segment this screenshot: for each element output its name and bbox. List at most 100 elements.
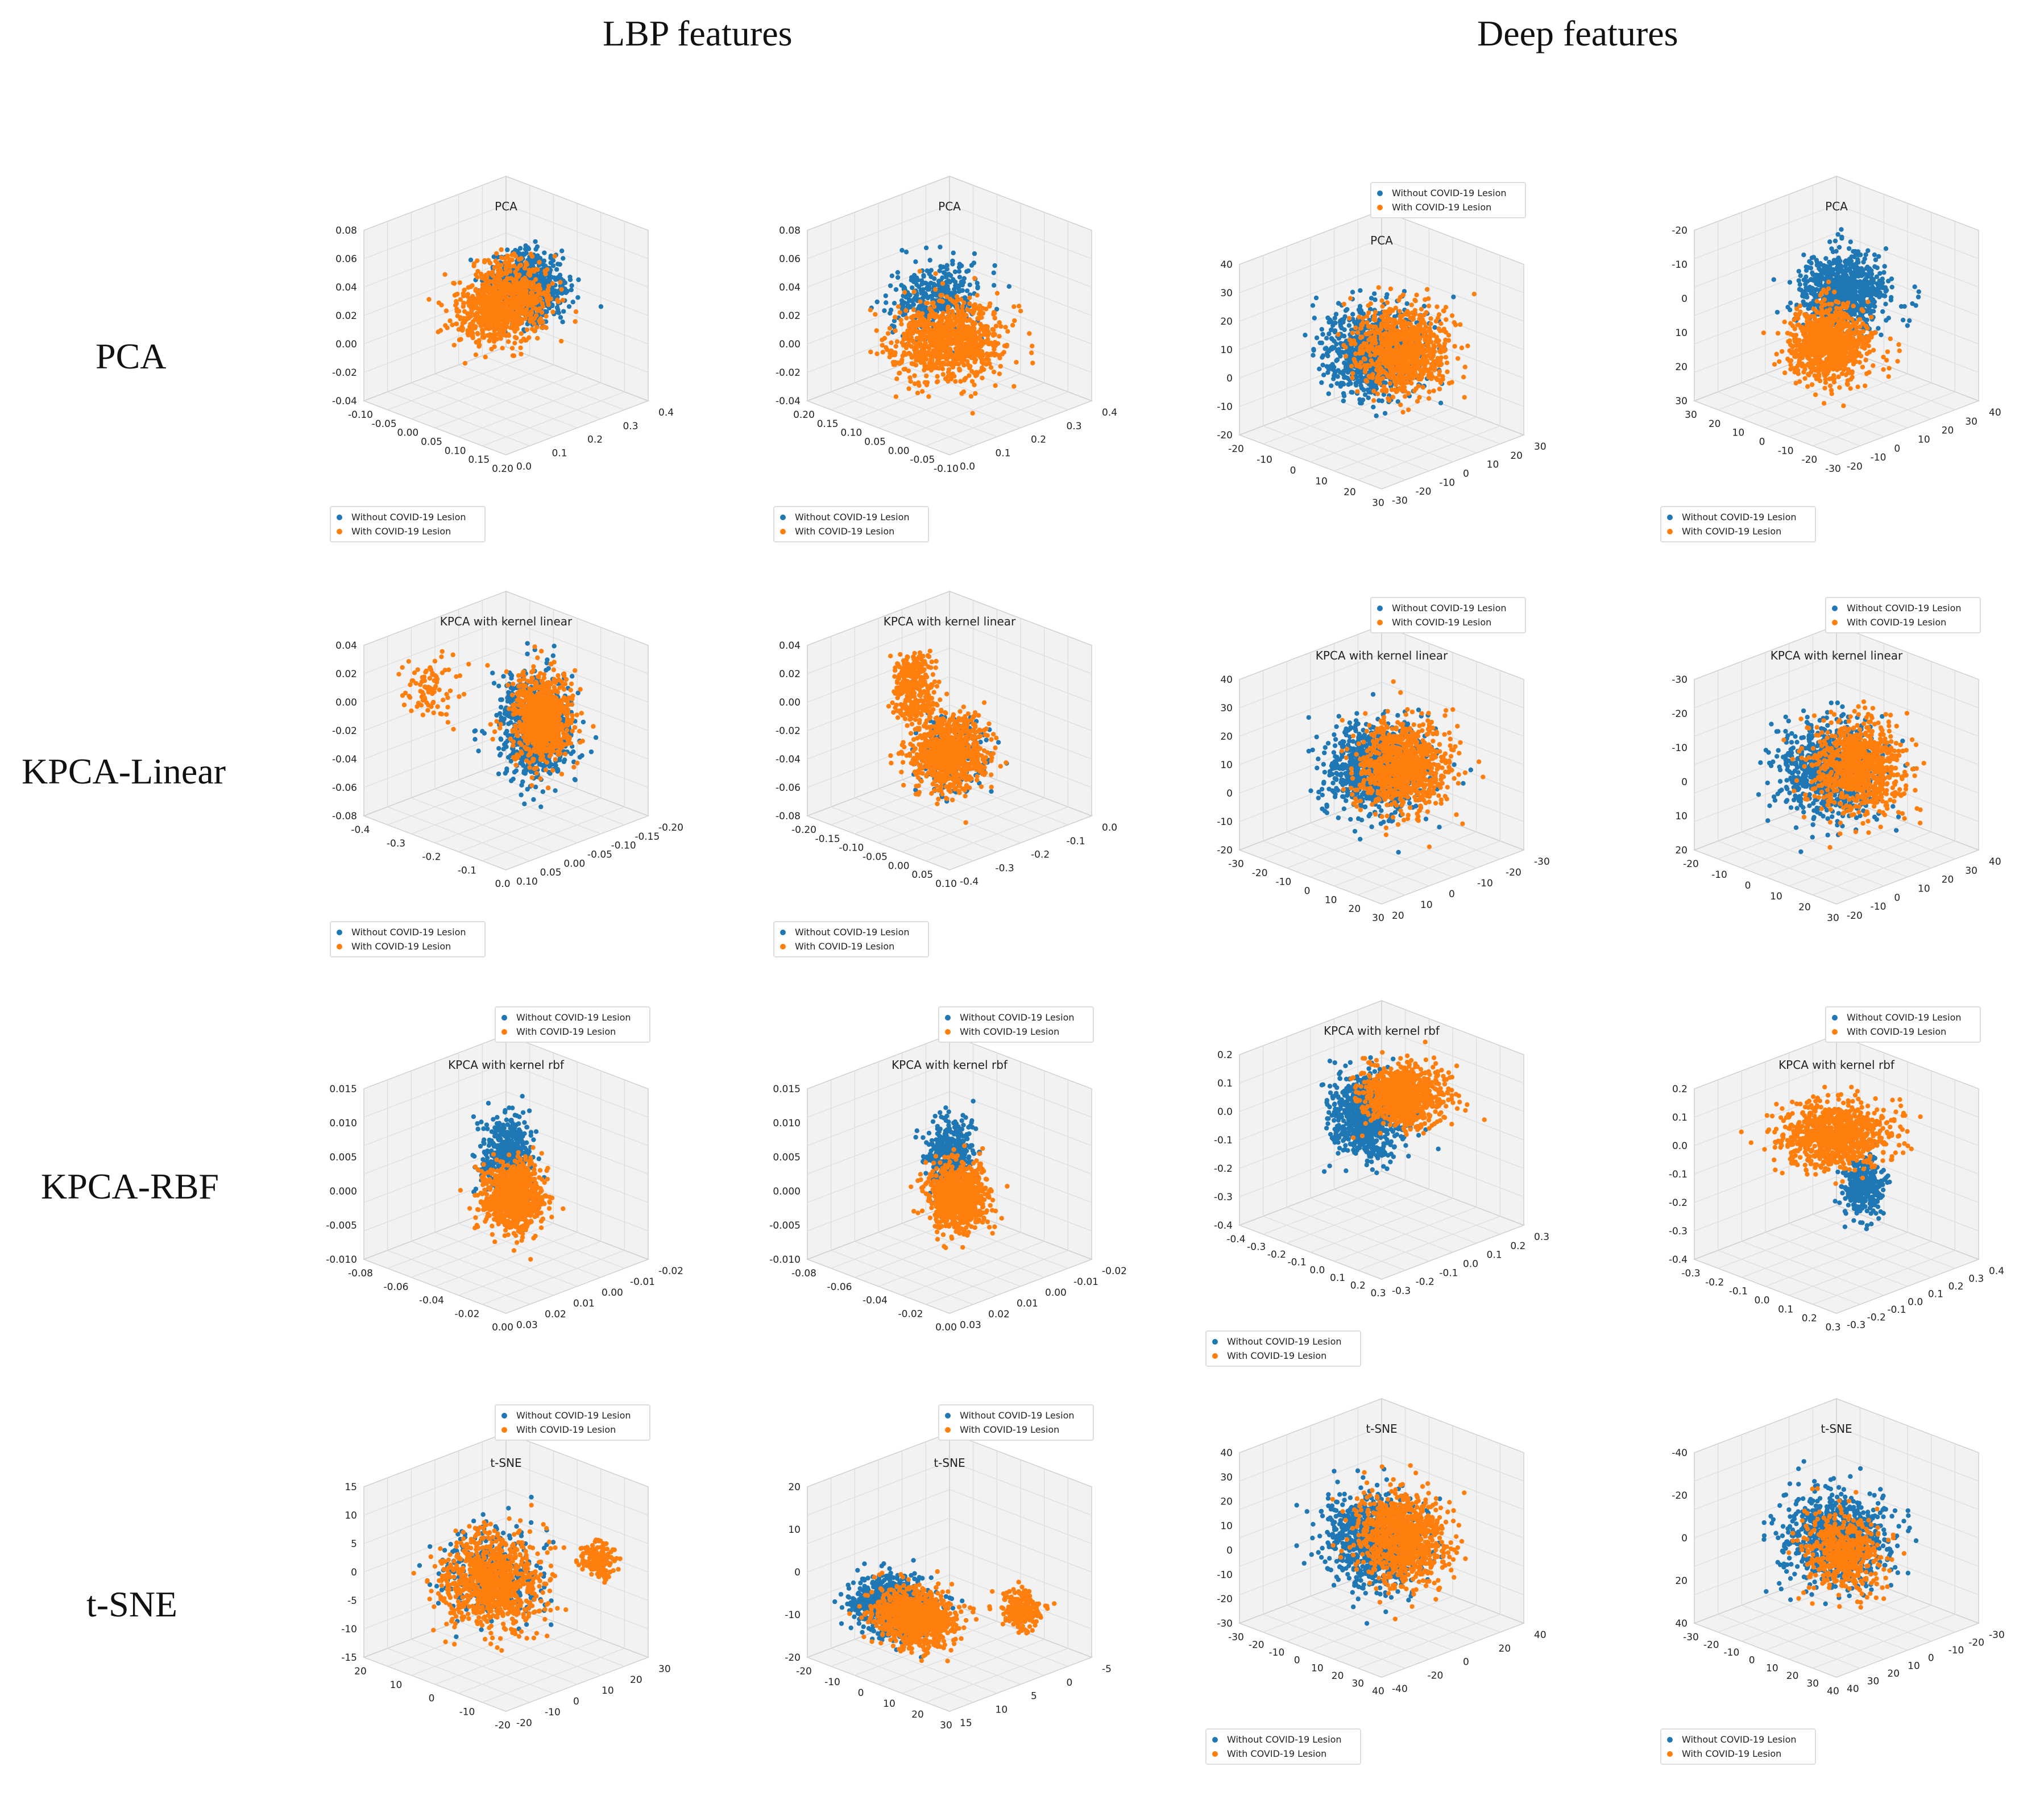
point-with-lesion — [952, 330, 957, 334]
point-with-lesion — [455, 292, 459, 296]
point-without-lesion — [554, 267, 559, 272]
point-without-lesion — [1350, 290, 1355, 295]
legend-marker — [780, 515, 786, 520]
point-with-lesion — [1463, 364, 1467, 369]
point-with-lesion — [1427, 328, 1432, 333]
point-without-lesion — [1358, 288, 1362, 293]
tick-label-right: 30 — [1534, 441, 1547, 453]
point-with-lesion — [956, 338, 960, 343]
point-with-lesion — [997, 371, 1002, 376]
point-with-lesion — [518, 297, 523, 302]
point-with-lesion — [513, 300, 517, 304]
point-without-lesion — [938, 244, 942, 249]
point-with-lesion — [534, 313, 538, 318]
point-with-lesion — [1422, 369, 1427, 374]
point-with-lesion — [1388, 287, 1393, 291]
tick-label-vertical: 30 — [1220, 288, 1233, 299]
point-without-lesion — [926, 287, 931, 292]
point-with-lesion — [494, 259, 498, 263]
point-without-lesion — [940, 275, 944, 280]
point-with-lesion — [958, 317, 963, 322]
point-with-lesion — [955, 294, 959, 298]
point-with-lesion — [518, 346, 523, 350]
point-with-lesion — [1355, 330, 1360, 335]
point-with-lesion — [505, 308, 510, 313]
point-without-lesion — [569, 288, 574, 292]
point-with-lesion — [918, 341, 923, 346]
point-with-lesion — [494, 332, 499, 337]
point-without-lesion — [1358, 374, 1363, 378]
tick-label-vertical: -0.04 — [332, 396, 357, 407]
point-with-lesion — [974, 370, 979, 375]
point-with-lesion — [895, 360, 900, 365]
point-with-lesion — [1379, 298, 1384, 303]
point-with-lesion — [903, 367, 907, 371]
point-with-lesion — [491, 318, 495, 322]
point-with-lesion — [466, 292, 470, 296]
point-without-lesion — [1342, 393, 1346, 398]
point-without-lesion — [884, 293, 888, 298]
point-with-lesion — [1347, 316, 1351, 320]
point-with-lesion — [1438, 346, 1443, 351]
tick-label-left: 0.20 — [492, 463, 513, 475]
point-with-lesion — [1350, 375, 1354, 380]
point-with-lesion — [450, 322, 454, 327]
point-with-lesion — [1452, 344, 1457, 349]
point-without-lesion — [1339, 326, 1344, 330]
point-without-lesion — [561, 256, 565, 260]
point-with-lesion — [1415, 358, 1420, 362]
point-without-lesion — [1344, 308, 1348, 313]
point-with-lesion — [545, 267, 549, 272]
point-with-lesion — [506, 339, 511, 344]
point-without-lesion — [558, 315, 563, 320]
point-with-lesion — [1417, 335, 1422, 340]
tick-label-vertical: 20 — [1220, 316, 1233, 327]
tick-label-vertical: 0 — [1226, 373, 1233, 384]
point-with-lesion — [1436, 316, 1440, 320]
point-with-lesion — [971, 343, 975, 348]
point-without-lesion — [558, 262, 562, 267]
point-with-lesion — [519, 256, 523, 260]
point-with-lesion — [1442, 341, 1447, 346]
point-without-lesion — [555, 275, 560, 280]
point-with-lesion — [531, 281, 536, 286]
point-with-lesion — [970, 379, 975, 383]
point-with-lesion — [905, 331, 909, 335]
point-with-lesion — [948, 318, 953, 323]
point-with-lesion — [941, 360, 946, 365]
point-without-lesion — [560, 320, 565, 324]
point-with-lesion — [474, 353, 478, 357]
point-with-lesion — [535, 336, 540, 341]
point-with-lesion — [1018, 309, 1023, 313]
point-without-lesion — [1311, 303, 1315, 308]
point-with-lesion — [517, 263, 522, 268]
tick-label-vertical: -0.04 — [776, 396, 801, 407]
point-with-lesion — [914, 313, 919, 318]
point-with-lesion — [458, 317, 463, 321]
point-with-lesion — [478, 291, 483, 295]
point-with-lesion — [501, 287, 506, 292]
point-without-lesion — [1334, 342, 1338, 346]
point-without-lesion — [895, 270, 900, 275]
point-without-lesion — [529, 263, 533, 267]
scatter-3d: 0.080.060.040.020.00-0.02-0.04-0.10-0.05… — [307, 188, 705, 551]
point-without-lesion — [1438, 401, 1443, 405]
point-with-lesion — [936, 321, 940, 325]
point-with-lesion — [950, 372, 954, 376]
point-without-lesion — [1007, 284, 1011, 289]
point-with-lesion — [1365, 379, 1369, 384]
point-with-lesion — [1409, 381, 1413, 385]
point-with-lesion — [523, 266, 527, 270]
point-without-lesion — [909, 277, 914, 282]
point-with-lesion — [475, 331, 480, 335]
point-without-lesion — [951, 278, 955, 283]
point-without-lesion — [1342, 375, 1346, 380]
point-without-lesion — [1331, 376, 1336, 381]
point-with-lesion — [946, 305, 950, 309]
point-with-lesion — [874, 328, 878, 333]
legend-marker — [337, 529, 342, 534]
point-with-lesion — [1366, 310, 1371, 315]
tick-label-right: 0.3 — [1067, 421, 1082, 432]
point-with-lesion — [1416, 376, 1421, 381]
point-with-lesion — [464, 317, 468, 322]
